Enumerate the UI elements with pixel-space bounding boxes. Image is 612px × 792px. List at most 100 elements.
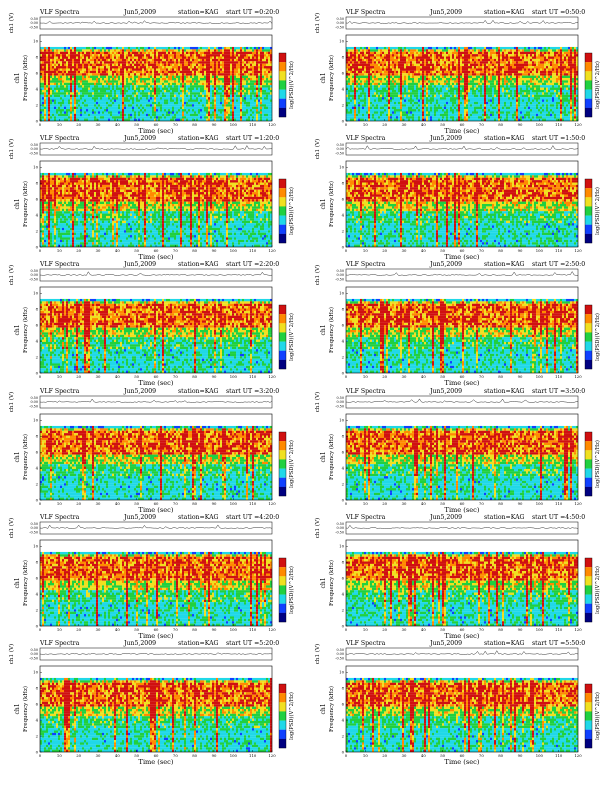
spectrogram-cell (68, 66, 77, 69)
y-tick-label: 4 (36, 86, 39, 91)
spectrogram-cell (88, 80, 97, 83)
spectrogram-cell (268, 78, 271, 81)
spectrogram-cell (168, 73, 171, 76)
spectrogram-cell (56, 111, 59, 114)
spectrogram-cell (94, 82, 97, 86)
spectrogram-cell (418, 109, 421, 112)
spectrogram-cell (410, 89, 413, 93)
spectrogram-cell (350, 78, 355, 81)
spectrogram-cell (464, 106, 469, 110)
spectrogram-cell (498, 54, 501, 57)
spectrogram-cell (240, 101, 243, 105)
spectrogram-cell (562, 109, 565, 112)
spectrogram-cell (182, 89, 185, 93)
spectrogram-cell (460, 104, 465, 107)
spectrogram-cell (450, 63, 453, 67)
spectrogram-cell (488, 75, 491, 79)
spectrogram-cell (78, 92, 81, 95)
spectrogram-cell (184, 51, 187, 55)
spectrogram-cell (194, 75, 199, 79)
spectrogram-cell (74, 63, 77, 67)
spectrogram-cell (40, 92, 45, 95)
spectrogram-cell (560, 75, 563, 79)
spectrogram-cell (510, 89, 513, 93)
spectrogram-cell (178, 99, 181, 102)
spectrogram-cell (84, 173, 87, 176)
spectrogram-cell (562, 51, 565, 55)
spectrogram-cell (564, 109, 567, 112)
spectrogram-cell (370, 75, 373, 79)
spectrogram-cell (418, 94, 421, 98)
spectrogram-cell (42, 101, 45, 105)
spectrogram-cell (132, 49, 137, 52)
spectrogram-cell (442, 63, 447, 67)
spectrogram-cell (356, 56, 359, 59)
spectrogram-cell (230, 177, 233, 181)
spectrogram-cell (370, 80, 373, 83)
spectrogram-cell (136, 82, 145, 86)
spectrogram-cell (562, 75, 571, 79)
spectrogram-cell (184, 111, 187, 114)
spectrogram-cell (258, 177, 263, 181)
spectrogram-cell (374, 92, 377, 95)
spectrogram-cell (224, 116, 227, 119)
spectrogram-cell (192, 66, 195, 69)
spectrogram-cell (250, 113, 253, 117)
spectrogram-cell (252, 175, 257, 178)
spectrogram-cell (210, 113, 215, 117)
spectrogram-cell (368, 99, 371, 102)
spectrogram-cell (122, 99, 125, 102)
spectrogram-cell (418, 89, 423, 93)
spectrum-panel: VLF Spectra Jun5,2009 station=KAG start UT … (8, 135, 295, 260)
spectrogram-cell (48, 63, 51, 67)
spectrogram-cell (412, 111, 423, 114)
spectrogram-cell (58, 75, 61, 79)
spectrogram-cell (76, 49, 83, 52)
spectrogram-cell (230, 109, 233, 112)
spectrogram-cell (128, 61, 131, 64)
spectrogram-cell (82, 66, 85, 69)
spectrogram-cell (514, 111, 517, 114)
spectrogram-cell (82, 82, 95, 86)
spectrogram-cell (176, 61, 179, 64)
spectrogram-cell (244, 68, 247, 71)
spectrogram-cell (458, 89, 461, 93)
spectrogram-cell (354, 82, 357, 86)
spectrogram-cell (556, 70, 559, 74)
spectrogram-cell (400, 68, 417, 71)
spectrogram-cell (486, 63, 489, 67)
spectrogram-cell (62, 56, 69, 59)
spectrogram-cell (540, 70, 547, 74)
spectrogram-cell (80, 54, 83, 57)
spectrogram-cell (102, 61, 105, 64)
spectrogram-cell (574, 89, 577, 93)
spectrogram-cell (384, 70, 389, 74)
spectrogram-cell (402, 73, 409, 76)
spectrogram-cell (266, 58, 269, 62)
spectrogram-cell (406, 89, 409, 93)
spectrogram-cell (242, 106, 253, 110)
spectrogram-cell (190, 68, 193, 71)
spectrogram-cell (216, 94, 221, 98)
spectrogram-cell (350, 99, 353, 102)
spectrogram-cell (478, 54, 483, 57)
spectrogram-cell (50, 116, 53, 119)
spectrogram-cell (514, 51, 519, 55)
spectrogram-cell (532, 63, 537, 67)
spectrogram-cell (448, 73, 451, 76)
spectrogram-cell (60, 56, 63, 59)
spectrogram-cell (128, 54, 133, 57)
spectrogram-cell (256, 89, 259, 93)
spectrogram-cell (138, 46, 141, 50)
spectrogram-cell (402, 101, 411, 105)
spectrogram-cell (170, 82, 173, 86)
spectrogram-cell (428, 118, 431, 122)
spectrogram-cell (472, 73, 477, 76)
spectrogram-cell (444, 116, 447, 119)
spectrogram-cell (462, 87, 465, 90)
spectrogram-cell (146, 56, 149, 59)
spectrogram-cell (434, 106, 443, 110)
spectrogram-cell (268, 58, 271, 62)
spectrogram-cell (148, 46, 151, 50)
spectrogram-cell (512, 75, 517, 79)
